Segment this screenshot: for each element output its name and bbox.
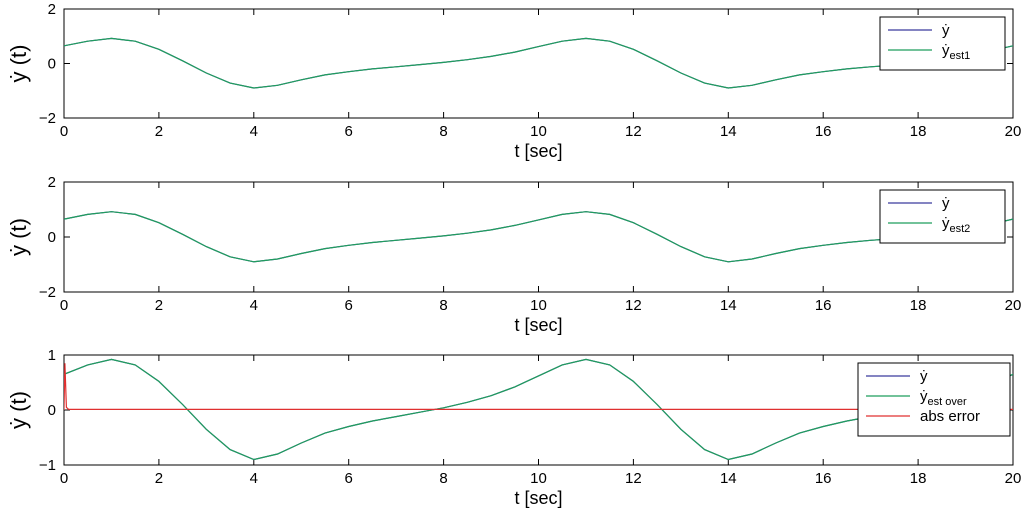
y-axis-label: ẏ (t) (6, 391, 31, 429)
legend-box (879, 16, 1006, 71)
y-axis-label: ẏ (t) (6, 45, 31, 83)
y-tick-label: 0 (48, 229, 56, 246)
series-estimate-line (64, 37, 1013, 89)
y-tick-label: 0 (48, 56, 56, 73)
series-estimate-line (64, 211, 1013, 263)
x-tick-label: 20 (1005, 297, 1022, 314)
legend-label: abs error (920, 408, 980, 425)
x-tick-label: 4 (250, 470, 258, 487)
y-tick-label: −2 (39, 284, 56, 301)
series-y-line (64, 211, 1013, 263)
series-y-line (64, 37, 1013, 89)
x-tick-label: 16 (815, 470, 832, 487)
legend: ẏ ẏest2 (879, 189, 1006, 244)
x-tick-label: 10 (530, 470, 547, 487)
x-tick-label: 16 (815, 123, 832, 140)
x-tick-label: 18 (910, 123, 927, 140)
legend-label: ẏest1 (942, 42, 970, 62)
x-tick-label: 6 (345, 297, 353, 314)
x-axis-label: t [sec] (514, 141, 562, 161)
y-tick-label: −1 (39, 457, 56, 474)
x-tick-label: 8 (439, 123, 447, 140)
x-tick-label: 18 (910, 297, 927, 314)
series-abs-error-line (64, 363, 1013, 411)
x-tick-label: 4 (250, 123, 258, 140)
x-axis-label: t [sec] (514, 488, 562, 508)
x-tick-label: 8 (439, 470, 447, 487)
axes-box (63, 8, 1014, 119)
series-estimate-line (64, 358, 1013, 461)
legend-label: ẏ (920, 368, 928, 385)
x-tick-label: 10 (530, 297, 547, 314)
x-tick-label: 18 (910, 470, 927, 487)
x-tick-label: 20 (1005, 470, 1022, 487)
x-tick-label: 0 (60, 123, 68, 140)
x-tick-label: 2 (155, 470, 163, 487)
x-tick-label: 10 (530, 123, 547, 140)
x-axis-label: t [sec] (514, 315, 562, 335)
x-tick-label: 14 (720, 123, 737, 140)
x-tick-label: 12 (625, 123, 642, 140)
x-tick-label: 2 (155, 297, 163, 314)
y-tick-label: 1 (48, 347, 56, 364)
y-tick-label: 0 (48, 402, 56, 419)
legend-label: ẏ (942, 22, 950, 39)
y-tick-label: 2 (48, 174, 56, 191)
legend-label: ẏ (942, 195, 950, 212)
x-tick-label: 14 (720, 297, 737, 314)
x-tick-label: 12 (625, 297, 642, 314)
x-tick-label: 2 (155, 123, 163, 140)
legend-box (857, 362, 1011, 437)
x-tick-label: 6 (345, 123, 353, 140)
y-axis-label: ẏ (t) (6, 218, 31, 256)
x-tick-label: 6 (345, 470, 353, 487)
x-tick-label: 0 (60, 470, 68, 487)
y-tick-label: 2 (48, 1, 56, 18)
y-tick-label: −2 (39, 110, 56, 127)
x-tick-label: 20 (1005, 123, 1022, 140)
legend: ẏ ẏest1 (879, 16, 1006, 71)
x-tick-label: 12 (625, 470, 642, 487)
legend-box (879, 189, 1006, 244)
legend-label: ẏest over (920, 388, 967, 408)
x-tick-label: 4 (250, 297, 258, 314)
axes-box (63, 181, 1014, 293)
legend-label: ẏest2 (942, 215, 970, 235)
x-tick-label: 8 (439, 297, 447, 314)
x-tick-label: 14 (720, 470, 737, 487)
x-tick-label: 16 (815, 297, 832, 314)
x-tick-label: 0 (60, 297, 68, 314)
